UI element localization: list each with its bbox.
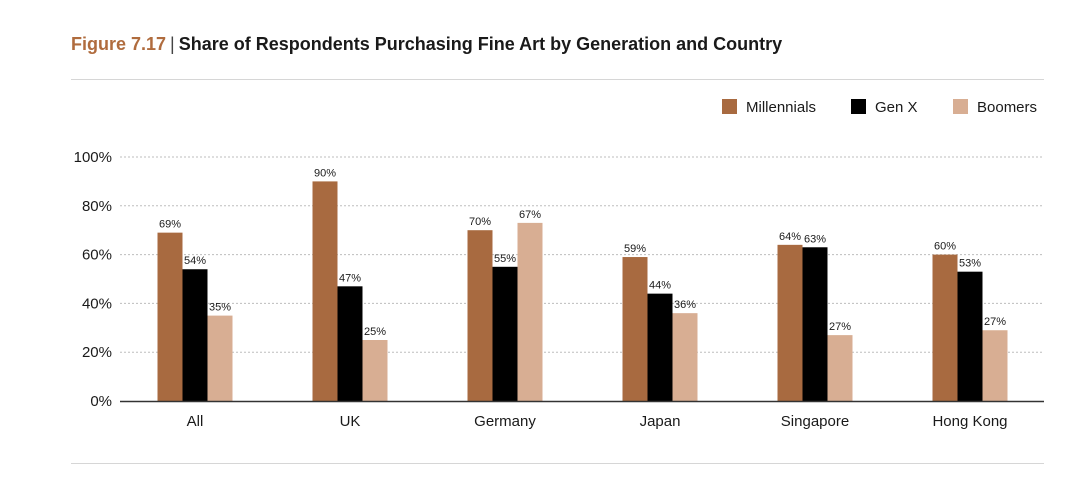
bar-millennials: [312, 181, 338, 401]
data-label: 47%: [339, 272, 361, 284]
y-tick-label: 100%: [74, 149, 112, 166]
legend-swatch: [953, 99, 968, 114]
bottom-divider: [71, 463, 1044, 464]
data-label: 54%: [184, 255, 206, 267]
data-label: 27%: [984, 316, 1006, 328]
data-label: 63%: [804, 233, 826, 245]
data-label: 36%: [674, 299, 696, 311]
bar-boomers: [982, 330, 1008, 401]
category-label: Hong Kong: [932, 413, 1007, 430]
title-text: Share of Respondents Purchasing Fine Art…: [178, 34, 783, 54]
bar-gen-x: [182, 269, 208, 401]
top-divider: [71, 79, 1044, 80]
data-label: 64%: [779, 231, 801, 243]
legend-label: Millennials: [746, 99, 816, 116]
bar-gen-x: [492, 266, 518, 401]
y-tick-label: 80%: [82, 198, 112, 215]
data-label: 90%: [314, 167, 336, 179]
chart-title: Figure 7.17 | Share of Respondents Purchas…: [71, 34, 782, 55]
bar-millennials: [467, 230, 493, 401]
bar-gen-x: [802, 247, 828, 401]
data-label: 70%: [469, 216, 491, 228]
legend-swatch: [851, 99, 866, 114]
bar-boomers: [207, 315, 233, 401]
category-label: Singapore: [781, 413, 849, 430]
data-label: 53%: [959, 258, 981, 270]
bar-boomers: [517, 222, 543, 401]
bar-boomers: [672, 313, 698, 401]
bar-boomers: [827, 335, 853, 401]
data-label: 25%: [364, 326, 386, 338]
category-label: All: [187, 413, 204, 430]
category-label: Japan: [640, 413, 681, 430]
data-label: 35%: [209, 302, 231, 314]
data-label: 55%: [494, 253, 516, 265]
data-label: 59%: [624, 243, 646, 255]
bar-gen-x: [337, 286, 363, 401]
y-tick-label: 0%: [90, 393, 112, 410]
bar-boomers: [362, 340, 388, 401]
y-tick-label: 20%: [82, 344, 112, 361]
legend-swatch: [722, 99, 737, 114]
y-tick-label: 40%: [82, 295, 112, 312]
category-label: Germany: [474, 413, 536, 430]
legend-label: Gen X: [875, 99, 918, 116]
bar-millennials: [622, 257, 648, 401]
data-label: 60%: [934, 241, 956, 253]
category-label: UK: [340, 413, 361, 430]
figure-number: Figure 7.17: [71, 34, 167, 54]
data-label: 67%: [519, 209, 541, 221]
y-tick-label: 60%: [82, 247, 112, 264]
data-label: 69%: [159, 219, 181, 231]
bar-millennials: [777, 244, 803, 401]
bar-millennials: [932, 254, 958, 401]
title-separator: |: [170, 34, 175, 54]
data-label: 27%: [829, 321, 851, 333]
legend-label: Boomers: [977, 99, 1037, 116]
data-label: 44%: [649, 280, 671, 292]
bar-millennials: [157, 232, 183, 401]
bar-gen-x: [957, 271, 983, 401]
bar-gen-x: [647, 293, 673, 401]
